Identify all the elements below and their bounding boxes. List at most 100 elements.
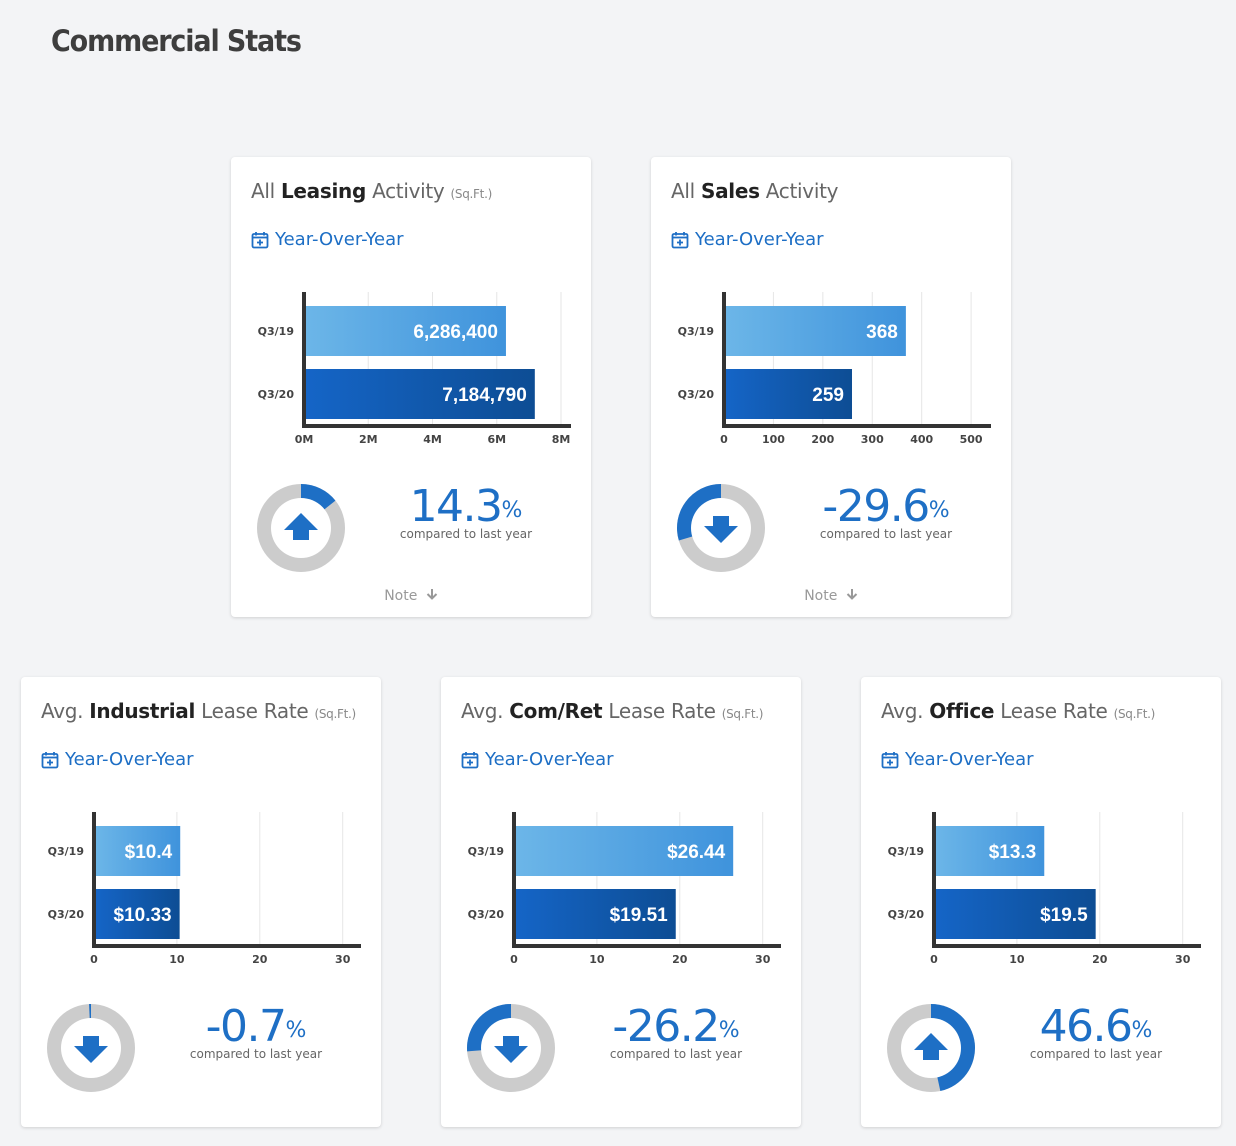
card-title: All Leasing Activity (Sq.Ft.) — [251, 179, 492, 203]
card-title-suffix: Lease Rate — [1000, 699, 1108, 723]
x-tick-label: 0 — [510, 953, 518, 966]
x-tick-label: 10 — [1009, 953, 1025, 966]
change-value: 14.3 — [409, 481, 503, 532]
card-title-bold: Leasing — [280, 179, 366, 203]
bar[interactable] — [725, 306, 906, 356]
card-title: Avg. Com/Ret Lease Rate (Sq.Ft.) — [461, 699, 763, 723]
arrow-down-icon — [704, 516, 738, 543]
bar[interactable] — [95, 826, 181, 876]
card-title-prefix: Avg. — [881, 699, 924, 723]
card-title-prefix: Avg. — [41, 699, 84, 723]
change-summary: -0.7% compared to last year — [171, 1001, 341, 1061]
period-label: Year-Over-Year — [485, 749, 614, 770]
change-value: -0.7 — [205, 1001, 287, 1052]
x-tick-label: 4M — [423, 433, 442, 446]
category-label: Q3/19 — [48, 845, 84, 858]
bar-data-label: 7,184,790 — [442, 385, 527, 406]
bar-chart-svg: 0 10 20 30 $10.4 Q3/19 $10.33 Q3/20 — [48, 812, 361, 966]
period-selector[interactable]: Year-Over-Year — [881, 749, 1034, 770]
category-label: Q3/20 — [888, 908, 925, 921]
period-label: Year-Over-Year — [695, 229, 824, 250]
bar[interactable] — [515, 826, 734, 876]
arrow-down-icon — [74, 1036, 108, 1063]
industrial-lease-rate-card: Avg. Industrial Lease Rate (Sq.Ft.) Year… — [21, 677, 381, 1127]
x-tick-label: 100 — [762, 433, 785, 446]
bar-data-label: 259 — [812, 385, 844, 406]
category-label: Q3/19 — [258, 325, 294, 338]
change-donut — [886, 1003, 976, 1093]
change-summary: 14.3% compared to last year — [381, 481, 551, 541]
period-label: Year-Over-Year — [65, 749, 194, 770]
card-title-suffix: Lease Rate — [608, 699, 716, 723]
bar-chart-svg: 0 10 20 30 $26.44 Q3/19 $19.51 Q3/20 — [468, 812, 781, 966]
bar[interactable] — [305, 306, 506, 356]
x-tick-label: 0 — [930, 953, 938, 966]
bar-chart: 0 100 200 300 400 500 368 Q3/19 259 Q3/20 — [651, 282, 1011, 457]
category-label: Q3/20 — [258, 388, 295, 401]
comret-lease-rate-card: Avg. Com/Ret Lease Rate (Sq.Ft.) Year-Ov… — [441, 677, 801, 1127]
bar-data-label: $13.3 — [989, 842, 1037, 863]
bar[interactable] — [95, 889, 180, 939]
bar-data-label: $19.5 — [1040, 905, 1088, 926]
x-tick-label: 500 — [960, 433, 983, 446]
percent-sign: % — [1131, 1018, 1153, 1043]
calendar-plus-icon — [461, 751, 479, 769]
x-tick-label: 400 — [910, 433, 933, 446]
period-selector[interactable]: Year-Over-Year — [461, 749, 614, 770]
percent-sign: % — [928, 498, 950, 523]
note-toggle[interactable]: Note — [231, 588, 591, 604]
category-label: Q3/19 — [678, 325, 714, 338]
arrow-up-icon — [914, 1033, 948, 1060]
x-tick-label: 20 — [672, 953, 688, 966]
arrow-down-icon — [846, 588, 858, 604]
card-title-bold: Com/Ret — [509, 699, 603, 723]
bar-chart-svg: 0 10 20 30 $13.3 Q3/19 $19.5 Q3/20 — [888, 812, 1201, 966]
period-selector[interactable]: Year-Over-Year — [251, 229, 404, 250]
bar-chart: 0 10 20 30 $26.44 Q3/19 $19.51 Q3/20 — [441, 802, 801, 977]
bar[interactable] — [305, 369, 535, 419]
bar-chart: 0 10 20 30 $13.3 Q3/19 $19.5 Q3/20 — [861, 802, 1221, 977]
x-tick-label: 10 — [589, 953, 605, 966]
percent-sign: % — [285, 1018, 307, 1043]
bar[interactable] — [725, 369, 853, 419]
calendar-plus-icon — [671, 231, 689, 249]
bar-data-label: $10.33 — [114, 905, 172, 926]
compared-label: compared to last year — [189, 1047, 323, 1061]
bar-chart-svg: 0 100 200 300 400 500 368 Q3/19 259 Q3/20 — [678, 292, 991, 446]
card-title-bold: Office — [929, 699, 995, 723]
bar[interactable] — [935, 889, 1096, 939]
card-title-unit: (Sq.Ft.) — [1113, 707, 1156, 721]
change-value: -26.2 — [612, 1001, 720, 1052]
card-title-prefix: All — [251, 179, 275, 203]
card-title-prefix: Avg. — [461, 699, 504, 723]
x-tick-label: 30 — [755, 953, 771, 966]
card-title-suffix: Lease Rate — [201, 699, 309, 723]
bar-data-label: $26.44 — [667, 842, 726, 863]
bar-data-label: 6,286,400 — [413, 322, 498, 343]
arrow-up-icon — [284, 513, 318, 540]
bar[interactable] — [515, 889, 676, 939]
change-summary: -26.2% compared to last year — [591, 1001, 761, 1061]
category-label: Q3/20 — [678, 388, 715, 401]
x-tick-label: 8M — [552, 433, 571, 446]
card-title-unit: (Sq.Ft.) — [721, 707, 764, 721]
period-selector[interactable]: Year-Over-Year — [671, 229, 824, 250]
note-label: Note — [804, 588, 838, 604]
x-tick-label: 2M — [359, 433, 378, 446]
note-toggle[interactable]: Note — [651, 588, 1011, 604]
bar-data-label: $10.4 — [125, 842, 173, 863]
change-value: -29.6 — [822, 481, 930, 532]
bar[interactable] — [935, 826, 1045, 876]
bar-data-label: $19.51 — [610, 905, 669, 926]
card-title: Avg. Office Lease Rate (Sq.Ft.) — [881, 699, 1155, 723]
change-donut — [46, 1003, 136, 1093]
x-tick-label: 20 — [252, 953, 268, 966]
x-tick-label: 300 — [861, 433, 884, 446]
change-summary: -29.6% compared to last year — [801, 481, 971, 541]
calendar-plus-icon — [41, 751, 59, 769]
period-selector[interactable]: Year-Over-Year — [41, 749, 194, 770]
change-summary: 46.6% compared to last year — [1011, 1001, 1181, 1061]
compared-label: compared to last year — [399, 527, 533, 541]
card-title-bold: Sales — [700, 179, 760, 203]
card-title-suffix: Activity — [765, 179, 839, 203]
